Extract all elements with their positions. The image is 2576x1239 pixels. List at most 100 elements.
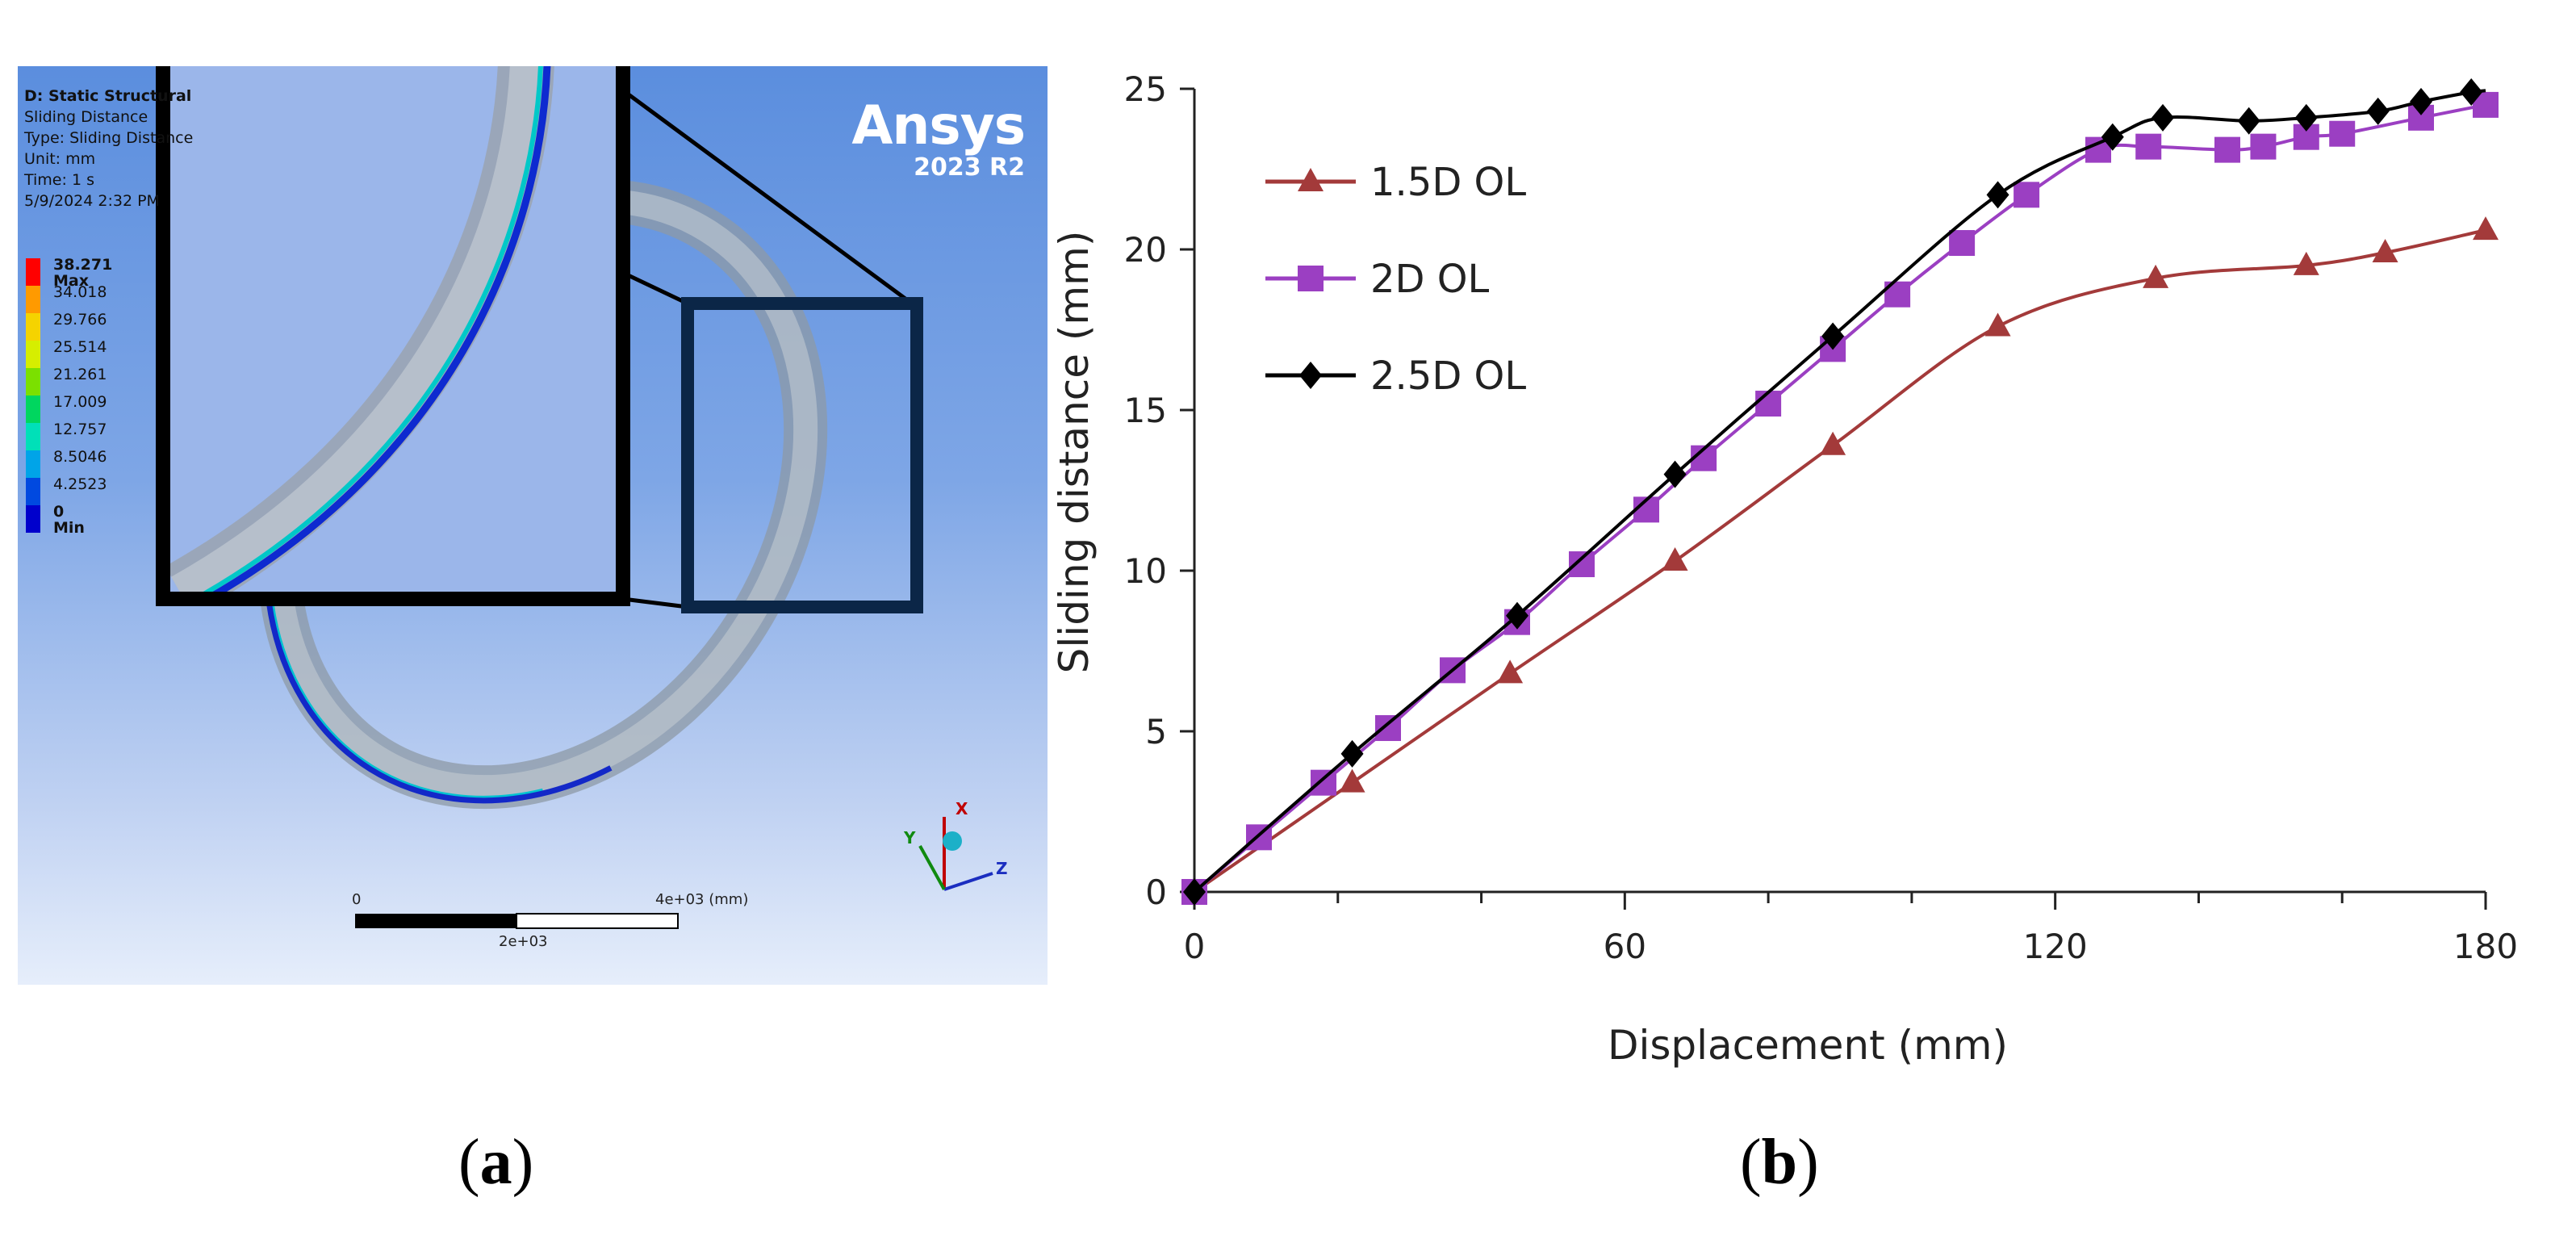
- data-point: [2366, 97, 2390, 125]
- legend-swatch: [26, 505, 40, 533]
- data-point: [2143, 264, 2169, 288]
- axes: 0 60 120 180 0 5 10 15 20 25: [1124, 69, 2519, 966]
- result-date: 5/9/2024 2:32 PM: [24, 192, 160, 210]
- legend-entry: 2D OL: [1265, 257, 1490, 302]
- data-point: [1984, 312, 2011, 337]
- ansys-logo: Ansys 2023 R2: [851, 97, 1026, 182]
- data-point: [1340, 739, 1364, 768]
- legend-swatch: [26, 423, 40, 450]
- logo-version: 2023 R2: [914, 153, 1025, 182]
- legend-entry: 1.5D OL: [1265, 160, 1526, 205]
- series-line: [1193, 103, 2486, 894]
- x-tick-label: 180: [2453, 927, 2518, 966]
- result-type: Type: Sliding Distance: [24, 129, 194, 147]
- data-point: [1375, 715, 1401, 742]
- data-point: [1821, 322, 1845, 350]
- panel-b-label: (b): [1740, 1127, 1819, 1198]
- x-tick-label: 120: [2023, 927, 2088, 966]
- legend-label: 2.5D OL: [1370, 354, 1526, 399]
- coordinate-triad: [918, 817, 993, 891]
- data-point: [2237, 107, 2260, 135]
- legend-swatch: [26, 368, 40, 396]
- legend-marker: [1298, 266, 1324, 291]
- y-tick-label: 25: [1124, 69, 1167, 109]
- data-point: [1949, 230, 1976, 257]
- triad-y-label: Y: [904, 828, 916, 848]
- series-layer: [1181, 77, 2499, 906]
- x-tick-label: 60: [1604, 927, 1646, 966]
- data-point: [2372, 238, 2398, 262]
- legend-value: 21.261: [53, 366, 107, 383]
- legend-value: 25.514: [53, 338, 107, 356]
- legend-swatch: [26, 258, 40, 286]
- data-point: [1311, 769, 1336, 796]
- zoom-connector-top: [621, 88, 914, 306]
- ansys-viewport: D: Static Structural Sliding Distance Ty…: [18, 66, 1048, 985]
- zoom-region-box: [681, 297, 923, 613]
- scale-end-label: 4e+03 (mm): [655, 891, 749, 908]
- model-view: [156, 66, 993, 929]
- zoom-inset: [156, 66, 630, 606]
- data-point: [2293, 251, 2319, 275]
- legend-swatch: [26, 450, 40, 478]
- data-point: [2460, 77, 2483, 106]
- data-point: [1986, 181, 2009, 209]
- result-name: Sliding Distance: [24, 108, 148, 126]
- scale-bar: [355, 913, 679, 929]
- legend-value: 17.009: [53, 393, 107, 411]
- data-point: [2410, 87, 2432, 115]
- x-axis-title: Displacement (mm): [1608, 1022, 2008, 1069]
- zoom-connector-bottom: [622, 596, 688, 609]
- legend-value: 0 Min: [53, 503, 85, 537]
- series-2d-ol: [1181, 91, 2499, 905]
- chart-panel: 0 60 120 180 0 5 10 15 20 25 1.5D OL 2D OL 2.5D OL …: [1049, 0, 2576, 1130]
- chart-legend: 1.5D OL 2D OL 2.5D OL: [1265, 160, 1526, 399]
- legend-label: 1.5D OL: [1370, 160, 1526, 205]
- analysis-title: D: Static Structural: [24, 87, 192, 105]
- zoom-connector-mid: [621, 270, 689, 306]
- legend-value: 8.5046: [53, 448, 107, 466]
- y-tick-label: 0: [1145, 873, 1167, 912]
- data-point: [1497, 659, 1524, 684]
- legend-swatch: [26, 396, 40, 423]
- series-1-5d-ol: [1181, 216, 2499, 902]
- legend-label: 2D OL: [1370, 257, 1490, 302]
- legend-marker: [1299, 362, 1322, 389]
- data-point: [1755, 391, 1782, 417]
- y-tick-label: 15: [1124, 391, 1167, 430]
- legend-value: 34.018: [53, 283, 107, 301]
- legend-value: 4.2523: [53, 475, 107, 493]
- y-tick-label: 5: [1145, 712, 1167, 751]
- scale-start-label: 0: [352, 891, 362, 908]
- data-point: [2101, 123, 2124, 151]
- legend-swatch: [26, 286, 40, 313]
- series-line: [1193, 89, 2486, 894]
- data-point: [2329, 120, 2356, 147]
- data-point: [2135, 133, 2162, 160]
- data-point: [2214, 136, 2240, 163]
- result-info: D: Static Structural Sliding Distance Ty…: [24, 86, 193, 211]
- legend-value: 29.766: [53, 311, 107, 329]
- data-point: [1663, 460, 1687, 488]
- legend-entry: 2.5D OL: [1265, 354, 1526, 399]
- data-point: [1506, 601, 1528, 630]
- legend-marker: [1298, 168, 1324, 191]
- data-point: [1569, 551, 1595, 578]
- x-tick-label: 0: [1184, 927, 1206, 966]
- triad-z-label: Z: [996, 859, 1008, 878]
- data-point: [1339, 768, 1365, 793]
- scale-mid-label: 2e+03: [499, 933, 548, 950]
- triad-x-label: X: [956, 799, 968, 818]
- panel-a-letter: a: [479, 1127, 512, 1198]
- legend-value: 38.271 Max: [53, 256, 113, 290]
- result-unit: Unit: mm: [24, 150, 96, 168]
- result-time: Time: 1 s: [24, 171, 94, 189]
- data-point: [1662, 547, 1688, 571]
- y-axis-title: Sliding distance (mm): [1051, 231, 1098, 674]
- y-tick-label: 20: [1124, 230, 1167, 270]
- data-point: [2294, 103, 2318, 132]
- data-point: [2152, 103, 2174, 132]
- data-point: [2014, 182, 2040, 208]
- panel-a-label: (a): [458, 1127, 534, 1198]
